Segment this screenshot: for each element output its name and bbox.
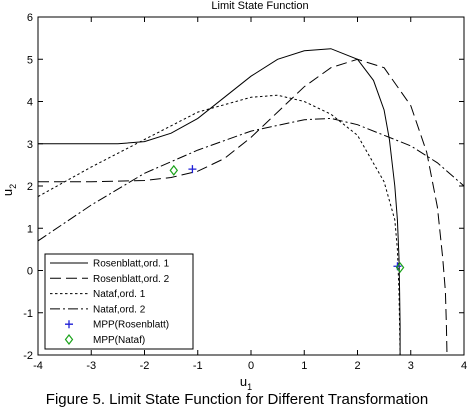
- mpp-marker-1: [188, 165, 197, 174]
- x-tick-label: -4: [33, 360, 43, 372]
- x-tick-label: 0: [248, 360, 254, 372]
- x-axis-label: u1: [240, 374, 252, 392]
- series-line-3: [38, 94, 401, 355]
- y-tick-label: 3: [27, 139, 33, 151]
- y-tick-label: -1: [23, 308, 33, 320]
- x-tick-label: -2: [140, 360, 150, 372]
- chart-title: Limit State Function: [211, 0, 308, 12]
- x-tick-label: 2: [354, 360, 360, 372]
- series-layer: [38, 48, 464, 355]
- figure-caption: Figure 5. Limit State Function for Diffe…: [46, 391, 428, 408]
- legend-label-6: MPP(Nataf): [93, 335, 145, 346]
- y-tick-label: -2: [23, 350, 33, 362]
- legend-box: [44, 253, 194, 350]
- x-tick-label: -1: [193, 360, 203, 372]
- y-tick-label: 2: [27, 181, 33, 193]
- legend-label-4: Nataf,ord. 2: [93, 304, 146, 315]
- y-tick-label: 0: [27, 266, 33, 278]
- mpp-marker-2: [169, 164, 179, 176]
- x-tick-label: 3: [408, 360, 414, 372]
- mpp-marker-2: [395, 262, 405, 274]
- series-line-2: [38, 58, 448, 355]
- y-axis-label: u2: [0, 184, 18, 196]
- y-tick-label: 6: [27, 12, 33, 24]
- y-tick-label: 4: [27, 97, 33, 109]
- legend-label-2: Rosenblatt,ord. 2: [93, 274, 170, 285]
- legend-marker-5: [65, 320, 73, 329]
- legend: Rosenblatt,ord. 1 Rosenblatt,ord. 2 Nataf,…: [44, 253, 194, 350]
- y-tick-label: 5: [27, 54, 33, 66]
- series-line-4: [38, 117, 464, 242]
- x-tick-label: 4: [461, 360, 467, 372]
- legend-label-3: Nataf,ord. 1: [93, 289, 146, 300]
- legend-marker-6: [64, 334, 74, 345]
- axes: -4 -3 -2 -1 0 1 2 3 4 -2 -1 0 1 2 3 4 5 6: [23, 12, 467, 372]
- x-tick-label: -3: [86, 360, 96, 372]
- legend-label-5: MPP(Rosenblatt): [93, 320, 169, 331]
- y-tick-label: 1: [27, 223, 33, 235]
- points-layer: [169, 164, 405, 274]
- x-tick-label: 1: [301, 360, 307, 372]
- series-line-1: [38, 48, 401, 355]
- legend-label-1: Rosenblatt,ord. 1: [93, 259, 170, 270]
